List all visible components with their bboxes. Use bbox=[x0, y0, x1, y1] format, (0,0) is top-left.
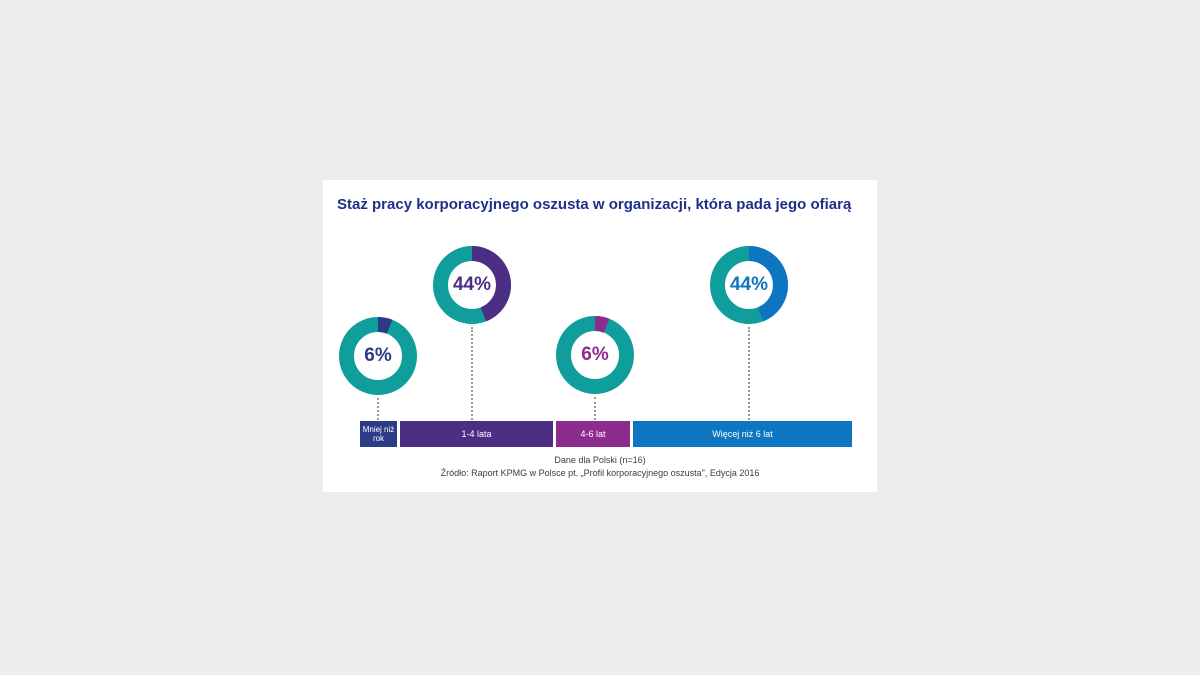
donut-ring-2 bbox=[433, 246, 511, 324]
donut-chart-3: 6% bbox=[556, 316, 634, 394]
connector-line-2 bbox=[471, 327, 473, 420]
donut-chart-2: 44% bbox=[433, 246, 511, 324]
footer-sample-note: Dane dla Polski (n=16) bbox=[554, 455, 646, 465]
category-bars: Mniej niż rok 1-4 lata 4-6 lat Więcej niż 6… bbox=[360, 421, 852, 447]
connector-line-1 bbox=[377, 398, 379, 420]
category-bar-label-2: 1-4 lata bbox=[461, 429, 492, 439]
category-bar-label-4: Więcej niż 6 lat bbox=[712, 429, 773, 439]
chart-footer: Dane dla Polski (n=16) Źródło: Raport KP… bbox=[323, 454, 877, 479]
chart-card: Staż pracy korporacyjnego oszusta w orga… bbox=[323, 180, 877, 492]
donut-ring-4 bbox=[710, 246, 788, 324]
donut-value-label-2: 44% bbox=[452, 274, 492, 295]
footer-source-note: Źródło: Raport KPMG w Polsce pt. „Profil… bbox=[440, 467, 760, 478]
donut-value-label-4: 44% bbox=[729, 274, 769, 295]
category-bar-1: Mniej niż rok bbox=[360, 421, 397, 447]
connector-line-4 bbox=[748, 327, 750, 420]
donut-value-label-1: 6% bbox=[364, 345, 392, 366]
donut-chart-4: 44% bbox=[710, 246, 788, 324]
donut-chart-1: 6% bbox=[339, 317, 417, 395]
category-bar-3: 4-6 lat bbox=[556, 421, 630, 447]
connector-line-3 bbox=[594, 397, 596, 420]
chart-title: Staż pracy korporacyjnego oszusta w orga… bbox=[337, 196, 852, 213]
category-bar-label-3: 4-6 lat bbox=[580, 429, 606, 439]
donut-ring-1 bbox=[339, 317, 417, 395]
category-bar-2: 1-4 lata bbox=[400, 421, 553, 447]
donut-ring-3 bbox=[556, 316, 634, 394]
category-bar-4: Więcej niż 6 lat bbox=[633, 421, 852, 447]
category-bar-label-1: Mniej niż rok bbox=[362, 425, 395, 443]
donut-value-label-3: 6% bbox=[581, 344, 609, 365]
